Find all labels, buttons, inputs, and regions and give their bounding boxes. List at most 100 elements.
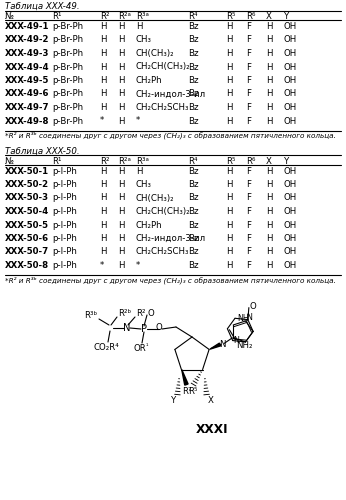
Text: H: H	[100, 103, 107, 112]
Text: №: №	[5, 12, 14, 21]
Text: H: H	[100, 76, 107, 85]
Text: R⁵: R⁵	[226, 156, 235, 166]
Text: H: H	[226, 180, 233, 189]
Text: №: №	[5, 156, 14, 166]
Text: OH: OH	[284, 261, 297, 270]
Text: F: F	[246, 62, 251, 72]
Text: XXX-49-6: XXX-49-6	[5, 90, 49, 98]
Text: CH₃: CH₃	[136, 180, 152, 189]
Text: N: N	[123, 323, 131, 333]
Text: R²: R²	[100, 156, 109, 166]
Text: H: H	[118, 207, 125, 216]
Text: H: H	[100, 49, 107, 58]
Text: p-Br-Ph: p-Br-Ph	[52, 36, 83, 44]
Text: H: H	[118, 49, 125, 58]
Text: Bz: Bz	[188, 22, 199, 31]
Text: p-Br-Ph: p-Br-Ph	[52, 76, 83, 85]
Text: OH: OH	[284, 207, 297, 216]
Text: Bz: Bz	[188, 261, 199, 270]
Text: H: H	[136, 22, 143, 31]
Text: Y: Y	[171, 396, 176, 404]
Text: F: F	[246, 103, 251, 112]
Text: H: H	[100, 90, 107, 98]
Text: OH: OH	[284, 76, 297, 85]
Text: XXX-50-6: XXX-50-6	[5, 234, 49, 243]
Text: H: H	[118, 90, 125, 98]
Text: R³ᵃ: R³ᵃ	[136, 156, 149, 166]
Text: H: H	[266, 234, 273, 243]
Text: p-I-Ph: p-I-Ph	[52, 248, 77, 256]
Text: R⁶: R⁶	[246, 12, 255, 21]
Text: H: H	[118, 103, 125, 112]
Text: XXX-49-1: XXX-49-1	[5, 22, 49, 31]
Text: H: H	[226, 234, 233, 243]
Text: H: H	[266, 36, 273, 44]
Text: H: H	[118, 234, 125, 243]
Text: *: *	[136, 261, 140, 270]
Text: F: F	[246, 248, 251, 256]
Text: H: H	[226, 103, 233, 112]
Text: OH: OH	[284, 22, 297, 31]
Text: R²ᵇ: R²ᵇ	[118, 310, 131, 318]
Text: F: F	[246, 166, 251, 175]
Text: H: H	[118, 36, 125, 44]
Text: XXX-49-7: XXX-49-7	[5, 103, 49, 112]
Text: H: H	[118, 22, 125, 31]
Text: Bz: Bz	[188, 90, 199, 98]
Text: H: H	[266, 180, 273, 189]
Text: Bz: Bz	[188, 248, 199, 256]
Text: H: H	[118, 220, 125, 230]
Text: H: H	[266, 194, 273, 202]
Text: XXX-49-4: XXX-49-4	[5, 62, 49, 72]
Text: H: H	[118, 166, 125, 175]
Text: CH₂CH₂SCH₃: CH₂CH₂SCH₃	[136, 103, 190, 112]
Text: H: H	[226, 116, 233, 126]
Text: CH₂Ph: CH₂Ph	[136, 76, 163, 85]
Text: H: H	[118, 261, 125, 270]
Text: XXX-50-7: XXX-50-7	[5, 248, 49, 256]
Text: H: H	[266, 248, 273, 256]
Text: R²: R²	[100, 12, 109, 21]
Text: p-I-Ph: p-I-Ph	[52, 207, 77, 216]
Text: F: F	[246, 220, 251, 230]
Text: R⁶: R⁶	[246, 156, 255, 166]
Text: Bz: Bz	[188, 62, 199, 72]
Text: H: H	[100, 248, 107, 256]
Text: OH: OH	[284, 62, 297, 72]
Text: H: H	[100, 220, 107, 230]
Text: F: F	[246, 207, 251, 216]
Text: H: H	[266, 207, 273, 216]
Text: H: H	[100, 62, 107, 72]
Text: OH: OH	[284, 194, 297, 202]
Text: H: H	[136, 166, 143, 175]
Text: H: H	[118, 180, 125, 189]
Text: X: X	[208, 396, 213, 404]
Text: OH: OH	[284, 103, 297, 112]
Text: OH: OH	[284, 116, 297, 126]
Text: p-I-Ph: p-I-Ph	[52, 166, 77, 175]
Text: *R² и R³ᵇ соединены друг с другом через (CH₂)₃ с образованием пятичленного кольц: *R² и R³ᵇ соединены друг с другом через …	[5, 276, 336, 283]
Text: p-I-Ph: p-I-Ph	[52, 220, 77, 230]
Text: H: H	[266, 220, 273, 230]
Text: H: H	[226, 207, 233, 216]
Text: H: H	[226, 248, 233, 256]
Text: XXX-49-2: XXX-49-2	[5, 36, 49, 44]
Text: OH: OH	[284, 36, 297, 44]
Text: XXX-50-1: XXX-50-1	[5, 166, 49, 175]
Text: F: F	[246, 36, 251, 44]
Text: CH(CH₃)₂: CH(CH₃)₂	[136, 49, 175, 58]
Text: H: H	[226, 62, 233, 72]
Text: CH₂CH(CH₃)₂: CH₂CH(CH₃)₂	[136, 62, 191, 72]
Text: H: H	[266, 62, 273, 72]
Text: p-I-Ph: p-I-Ph	[52, 234, 77, 243]
Text: R⁵: R⁵	[226, 12, 235, 21]
Text: H: H	[226, 194, 233, 202]
Text: H: H	[266, 90, 273, 98]
Text: Bz: Bz	[188, 103, 199, 112]
Text: F: F	[246, 234, 251, 243]
Text: H: H	[226, 261, 233, 270]
Text: O: O	[156, 322, 162, 332]
Text: XXX-50-3: XXX-50-3	[5, 194, 49, 202]
Text: R³ᵇ: R³ᵇ	[84, 312, 97, 320]
Text: CO₂R⁴: CO₂R⁴	[94, 343, 120, 352]
